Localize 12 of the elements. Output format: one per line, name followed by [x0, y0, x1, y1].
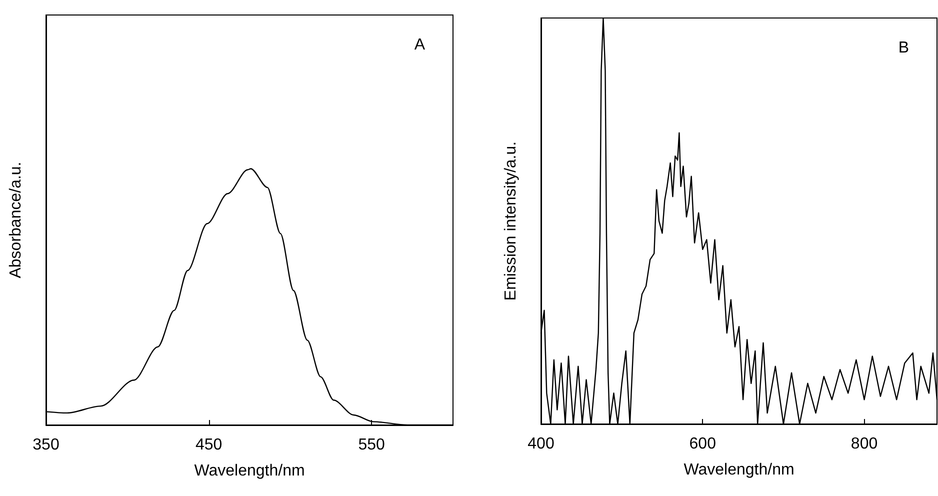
x-tick-label: 450: [195, 436, 222, 454]
x-axis-title: Wavelength/nm: [194, 462, 305, 480]
text: A: [414, 36, 426, 54]
x-axis-title: Wavelength/nm: [684, 462, 794, 478]
y-axis-title: Emission intensity/a.u.: [502, 141, 520, 301]
x-tick-label: 350: [32, 436, 60, 454]
x-tick-label: 550: [358, 436, 386, 454]
x-tick-label: 800: [850, 436, 878, 452]
x-tick-label: 400: [528, 436, 554, 452]
y-axis-title: Absorbance/a.u.: [8, 162, 24, 278]
annotation: B: [898, 40, 909, 56]
x-tick-label: 600: [689, 436, 716, 452]
